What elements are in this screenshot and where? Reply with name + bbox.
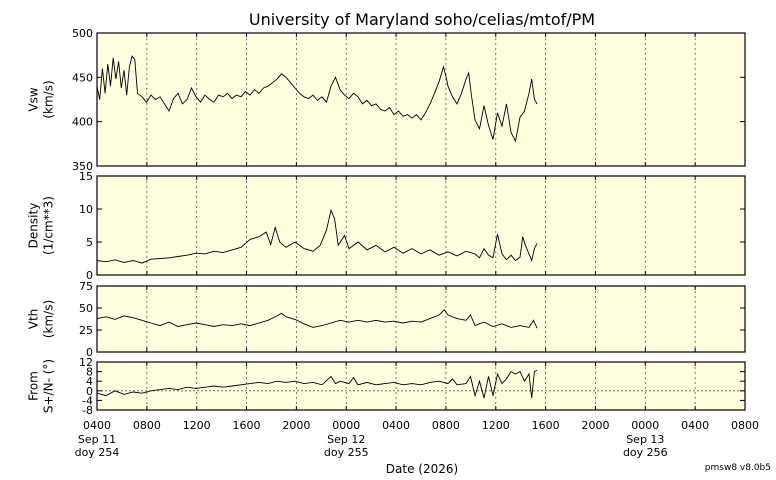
panel-3-y-tick-label: 12 xyxy=(79,356,93,369)
x-tick-label: 2000 xyxy=(282,419,310,432)
panel-0-y-tick-label: 400 xyxy=(72,116,93,129)
x-tick-label: 0800 xyxy=(432,419,460,432)
day-doy-label: doy 255 xyxy=(324,446,369,459)
panel-2-y-label: Vth xyxy=(27,309,41,330)
panel-1-background xyxy=(96,175,746,276)
x-tick-label: 0000 xyxy=(631,419,659,432)
panel-1: 0 5 10 15 Density (1/cm**3) xyxy=(27,170,746,282)
panel-2-y-tick-label: 75 xyxy=(79,280,93,293)
panel-3-y-tick-label: -4 xyxy=(82,394,93,407)
panel-1-y-label: (1/cm**3) xyxy=(42,196,56,255)
panel-0-background xyxy=(96,32,746,167)
day-doy-label: doy 254 xyxy=(75,446,120,459)
panel-1-y-tick-label: 0 xyxy=(86,269,93,282)
panel-2-y-label: (km/s) xyxy=(42,300,56,338)
panel-0-y-label: Vsw xyxy=(27,87,41,111)
x-axis: 0400 0800 1200 1600 2000 0000 0400 0800 1200 1600… xyxy=(75,419,759,459)
x-axis-label: Date (2026) xyxy=(386,462,458,476)
chart-title: University of Maryland soho/celias/mtof/… xyxy=(249,10,595,29)
panel-0-y-tick-label: 350 xyxy=(72,160,93,173)
day-doy-label: doy 256 xyxy=(623,446,668,459)
x-tick-label: 1200 xyxy=(482,419,510,432)
x-tick-label: 2000 xyxy=(581,419,609,432)
x-tick-label: 0800 xyxy=(133,419,161,432)
panel-3-y-tick-label: 8 xyxy=(86,366,93,379)
panel-3-y-label: S+/N- (°) xyxy=(42,359,56,413)
panel-0-y-tick-label: 500 xyxy=(72,27,93,40)
panel-0-y-label: (km/s) xyxy=(42,80,56,118)
panel-0: 350 400 450 500 Vsw (km/s) xyxy=(27,27,746,173)
version-label: pmsw8 v8.0b5 xyxy=(705,463,771,473)
x-tick-label: 0400 xyxy=(382,419,410,432)
panel-3-y-tick-label: 0 xyxy=(86,385,93,398)
panel-3-y-tick-label: -8 xyxy=(82,404,93,417)
panel-1-trace xyxy=(96,208,538,264)
panel-2-y-tick-label: 0 xyxy=(86,346,93,359)
panel-3-background xyxy=(96,361,746,411)
x-tick-label: 0400 xyxy=(83,419,111,432)
panel-3-y-label: From xyxy=(27,371,41,401)
panel-1-y-tick-label: 15 xyxy=(79,170,93,183)
x-tick-label: 0400 xyxy=(681,419,709,432)
panel-2-trace xyxy=(96,309,538,329)
panel-1-y-tick-label: 5 xyxy=(86,236,93,249)
x-tick-label: 0000 xyxy=(332,419,360,432)
panel-3-y-tick-label: 4 xyxy=(86,375,93,388)
panel-1-y-label: Density xyxy=(27,203,41,249)
x-tick-label: 1600 xyxy=(233,419,261,432)
day-date-label: Sep 11 xyxy=(78,433,116,446)
day-date-label: Sep 13 xyxy=(626,433,664,446)
panel-2-y-tick-label: 25 xyxy=(79,324,93,337)
panel-2-y-tick-label: 50 xyxy=(79,302,93,315)
panel-0-trace xyxy=(96,55,538,143)
x-tick-label: 1200 xyxy=(183,419,211,432)
panel-3-trace xyxy=(96,369,538,399)
day-date-label: Sep 12 xyxy=(327,433,365,446)
x-tick-label: 0800 xyxy=(731,419,759,432)
x-tick-label: 1600 xyxy=(532,419,560,432)
panel-2: 0 25 50 75 Vth (km/s) xyxy=(27,280,746,359)
panel-2-background xyxy=(96,285,746,353)
panel-0-y-tick-label: 450 xyxy=(72,71,93,84)
panel-1-y-tick-label: 10 xyxy=(79,203,93,216)
